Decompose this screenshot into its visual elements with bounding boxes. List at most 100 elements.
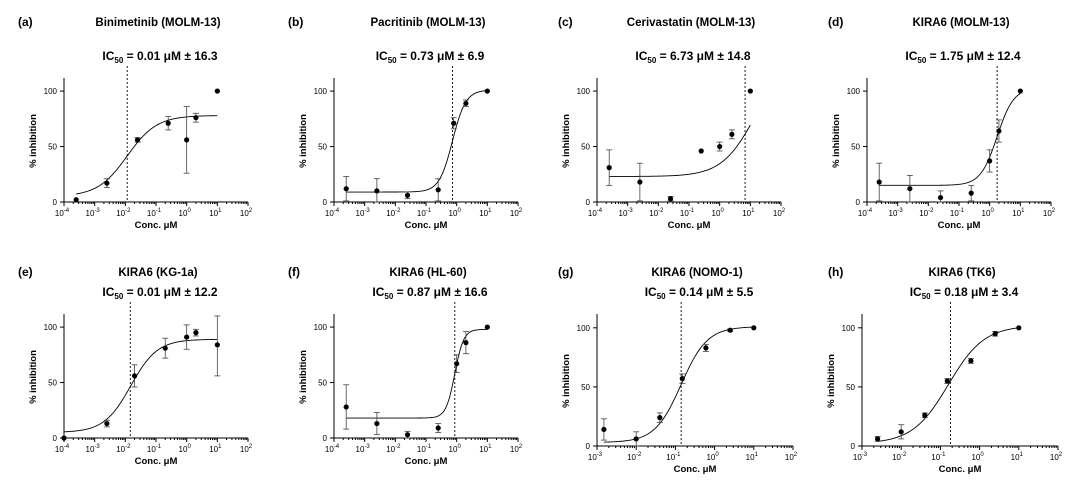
data-point: [73, 197, 79, 203]
data-point: [104, 420, 110, 427]
x-tick-label: 10-2: [116, 444, 131, 454]
x-tick-label: 102: [510, 208, 523, 218]
y-tick-label: 100: [577, 324, 591, 333]
panel-title: KIRA6 (TK6): [928, 267, 995, 279]
x-tick-label: 102: [240, 444, 253, 454]
x-tick-label: 101: [479, 208, 492, 218]
x-tick-label: 101: [209, 208, 222, 218]
y-axis-label: % inhibition: [561, 354, 572, 408]
ic50-annotation: IC50 = 0.14 μM ± 5.5: [645, 285, 754, 301]
data-point: [435, 187, 441, 193]
x-tick-label: 101: [742, 208, 755, 218]
x-tick-label: 10-1: [680, 208, 695, 218]
panel-letter: (h): [828, 265, 843, 279]
data-point: [667, 196, 674, 202]
data-point: [907, 186, 913, 192]
panel-title: Cerivastatin (MOLM-13): [627, 17, 756, 29]
x-tick-label: 100: [449, 208, 462, 218]
x-tick-label: 10-3: [853, 452, 868, 462]
y-tick-label: 50: [846, 383, 855, 392]
y-tick-label: 50: [48, 143, 57, 152]
data-point: [898, 429, 904, 435]
x-tick-label: 10-2: [386, 444, 401, 454]
x-tick-label: 10-4: [588, 208, 603, 218]
y-tick-label: 100: [44, 323, 58, 332]
data-point: [463, 340, 469, 346]
data-point: [214, 88, 220, 94]
data-point: [751, 325, 757, 331]
x-axis-label: Conc. μM: [668, 220, 711, 231]
x-tick-label: 10-2: [386, 208, 401, 218]
data-point: [679, 376, 685, 382]
x-tick-label: 102: [510, 444, 523, 454]
chart-panel-3: (c) Cerivastatin (MOLM-13) IC50 = 6.73 μM …: [558, 15, 786, 231]
x-axis-label: Conc. μM: [674, 464, 717, 475]
x-tick-label: 10-4: [325, 208, 340, 218]
ic50-annotation: IC50 = 0.18 μM ± 3.4: [910, 285, 1019, 301]
data-point: [454, 361, 460, 367]
data-point: [404, 192, 411, 198]
x-tick-label: 10-3: [889, 208, 904, 218]
data-point: [404, 432, 411, 438]
data-point: [343, 404, 349, 410]
panel-title: Pacritinib (MOLM-13): [370, 17, 485, 29]
x-tick-label: 100: [179, 208, 192, 218]
x-tick-label: 102: [1050, 452, 1063, 462]
x-tick-label: 10-2: [649, 208, 664, 218]
data-point: [717, 143, 723, 150]
x-tick-label: 101: [1012, 208, 1025, 218]
data-point: [484, 88, 490, 94]
x-tick-label: 102: [773, 208, 786, 218]
x-tick-label: 10-1: [417, 444, 432, 454]
chart-panel-8: (h) KIRA6 (TK6) IC50 = 0.18 μM ± 3.4 0 50 100…: [826, 265, 1063, 475]
y-axis-label: % inhibition: [28, 350, 39, 404]
data-point: [968, 190, 974, 196]
y-tick-label: 100: [44, 87, 58, 96]
data-point: [657, 415, 663, 421]
data-point: [165, 120, 171, 126]
x-tick-label: 10-1: [931, 452, 946, 462]
chart-panel-1: (a) Binimetinib (MOLM-13) IC50 = 0.01 μM ±…: [18, 15, 253, 231]
y-tick-label: 50: [851, 143, 860, 152]
chart-panel-2: (b) Pacritinib (MOLM-13) IC50 = 0.73 μM ± …: [288, 15, 523, 231]
y-axis-label: % inhibition: [298, 350, 309, 404]
y-tick-label: 100: [314, 323, 328, 332]
y-tick-label: 0: [323, 198, 328, 207]
x-tick-label: 101: [1011, 452, 1024, 462]
data-point: [463, 100, 469, 106]
data-point: [435, 425, 441, 431]
y-tick-label: 0: [586, 198, 591, 207]
x-tick-label: 100: [971, 452, 984, 462]
x-tick-label: 101: [746, 452, 759, 462]
data-point: [134, 137, 141, 143]
y-tick-label: 0: [856, 198, 861, 207]
panel-title: KIRA6 (NOMO-1): [651, 267, 743, 279]
y-tick-label: 50: [581, 383, 590, 392]
data-point: [992, 331, 998, 337]
x-tick-label: 101: [209, 444, 222, 454]
ic50-annotation: IC50 = 0.73 μM ± 6.9: [376, 49, 485, 65]
panel-letter: (b): [288, 15, 303, 29]
panel-letter: (f): [288, 265, 300, 279]
y-tick-label: 0: [53, 198, 58, 207]
fit-curve: [346, 328, 488, 419]
data-point: [374, 420, 380, 427]
x-tick-label: 10-3: [588, 452, 603, 462]
x-tick-label: 102: [785, 452, 798, 462]
x-tick-label: 100: [712, 208, 725, 218]
panel-letter: (c): [558, 15, 573, 29]
data-point: [451, 120, 457, 126]
ic50-annotation: IC50 = 0.01 μM ± 12.2: [102, 285, 218, 301]
x-tick-label: 10-2: [892, 452, 907, 462]
ic50-annotation: IC50 = 0.87 μM ± 16.6: [372, 285, 488, 301]
y-tick-label: 0: [323, 434, 328, 443]
data-point: [131, 373, 138, 379]
data-point: [606, 165, 612, 171]
y-tick-label: 100: [314, 87, 328, 96]
data-point: [61, 435, 67, 441]
data-point: [727, 327, 733, 333]
y-axis-label: % inhibition: [826, 354, 837, 408]
y-axis-label: % inhibition: [831, 114, 842, 168]
data-point: [987, 158, 993, 164]
panel-title: Binimetinib (MOLM-13): [95, 17, 220, 29]
